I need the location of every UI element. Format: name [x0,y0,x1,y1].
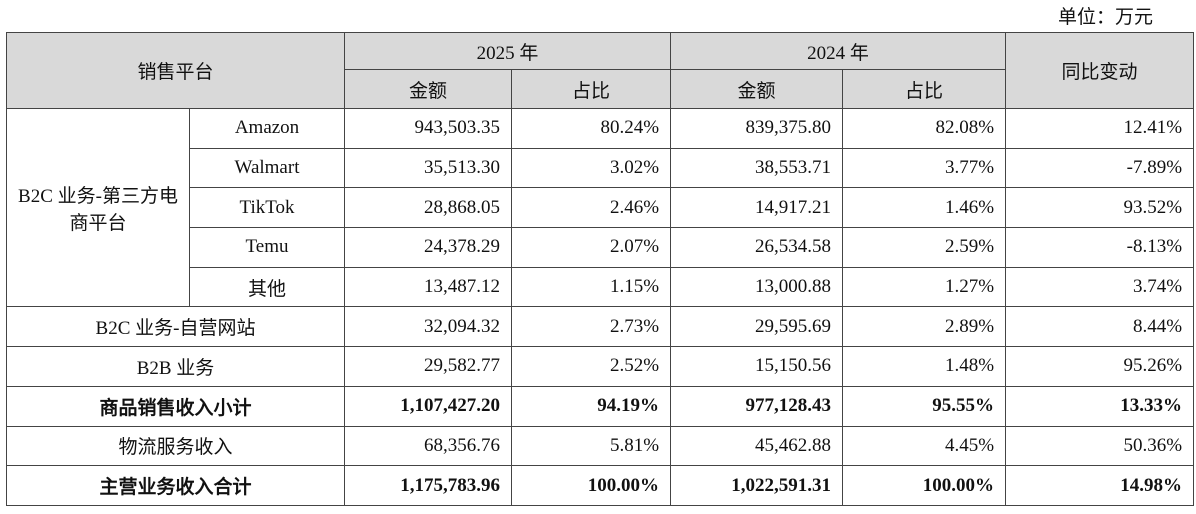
share-2025: 3.02% [511,147,672,189]
subtotal-row: 商品销售收入小计 1,107,427.20 94.19% 977,128.43 … [5,385,1195,427]
amount-2025: 28,868.05 [344,187,513,229]
amount-2025: 68,356.76 [344,425,513,467]
amount-2024: 977,128.43 [670,385,844,427]
yoy-change: 14.98% [1005,465,1195,506]
subtotal-label: 商品销售收入小计 [5,385,346,427]
amount-2025: 32,094.32 [344,306,513,348]
total-row: 主营业务收入合计 1,175,783.96 100.00% 1,022,591.… [5,465,1195,506]
yoy-change: -7.89% [1005,147,1195,189]
amount-2025: 943,503.35 [344,108,513,149]
amount-2024: 38,553.71 [670,147,844,189]
platform-name: TikTok [188,187,346,229]
table-row: B2C 业务-自营网站 32,094.32 2.73% 29,595.69 2.… [5,306,1195,348]
share-2025: 2.07% [511,227,672,268]
share-2024: 1.46% [842,187,1007,229]
share-2024: 1.48% [842,346,1007,387]
share-2025: 5.81% [511,425,672,467]
amount-2024: 14,917.21 [670,187,844,229]
amount-2025: 29,582.77 [344,346,513,387]
share-2025: 2.52% [511,346,672,387]
amount-2024: 29,595.69 [670,306,844,348]
table-row: Temu 24,378.29 2.07% 26,534.58 2.59% -8.… [7,227,1195,268]
platform-name: 物流服务收入 [5,425,346,467]
share-2025: 94.19% [511,385,672,427]
header-year-2025: 2025 年 [344,32,672,70]
header-amount-2025: 金额 [344,69,513,109]
platform-name: B2C 业务-自营网站 [5,306,346,348]
platform-name: Amazon [188,108,346,149]
table-row: B2C 业务-第三方电商平台 Amazon 943,503.35 80.24% … [6,107,1195,308]
amount-2025: 1,107,427.20 [344,385,513,427]
share-2025: 2.46% [511,187,672,229]
amount-2025: 1,175,783.96 [344,465,513,506]
share-2024: 1.27% [842,266,1007,308]
revenue-by-platform-table: 销售平台 2025 年 2024 年 同比变动 金额 占比 金额 占比 B2C … [5,32,1195,506]
yoy-change: -8.13% [1005,227,1195,268]
amount-2025: 35,513.30 [344,147,513,189]
amount-2024: 13,000.88 [670,266,844,308]
yoy-change: 93.52% [1005,187,1195,229]
platform-name: 其他 [188,266,346,308]
yoy-change: 12.41% [1005,108,1195,149]
header-share-2025: 占比 [511,69,672,109]
platform-name: Temu [188,227,346,268]
header-platform: 销售平台 [5,32,346,109]
header-share-2024: 占比 [842,69,1007,109]
amount-2024: 26,534.58 [670,227,844,268]
yoy-change: 13.33% [1005,385,1195,427]
unit-label: 单位：万元 [1057,7,1153,28]
amount-2025: 13,487.12 [344,266,513,308]
yoy-change: 3.74% [1005,266,1195,308]
share-2025: 100.00% [511,465,672,506]
group-b2c-third-party: B2C 业务-第三方电商平台 [6,107,190,308]
header-amount-2024: 金额 [670,69,844,109]
amount-2024: 1,022,591.31 [670,465,844,506]
table-row: 其他 13,487.12 1.15% 13,000.88 1.27% 3.74% [7,266,1195,308]
platform-name: B2B 业务 [5,346,346,387]
amount-2024: 45,462.88 [670,425,844,467]
table-row: 物流服务收入 68,356.76 5.81% 45,462.88 4.45% 5… [5,425,1195,467]
share-2024: 2.89% [842,306,1007,348]
header-year-2024: 2024 年 [670,32,1007,70]
amount-2025: 24,378.29 [344,227,513,268]
share-2025: 80.24% [511,108,672,149]
header-yoy-change: 同比变动 [1005,32,1195,109]
share-2024: 100.00% [842,465,1007,506]
share-2025: 1.15% [511,266,672,308]
share-2024: 3.77% [842,147,1007,189]
table-row: B2B 业务 29,582.77 2.52% 15,150.56 1.48% 9… [5,346,1195,387]
share-2024: 2.59% [842,227,1007,268]
yoy-change: 50.36% [1005,425,1195,467]
share-2024: 82.08% [842,108,1007,149]
platform-name: Walmart [188,147,346,189]
amount-2024: 839,375.80 [670,108,844,149]
table-row: TikTok 28,868.05 2.46% 14,917.21 1.46% 9… [7,187,1195,229]
yoy-change: 95.26% [1005,346,1195,387]
share-2025: 2.73% [511,306,672,348]
amount-2024: 15,150.56 [670,346,844,387]
yoy-change: 8.44% [1005,306,1195,348]
share-2024: 95.55% [842,385,1007,427]
total-label: 主营业务收入合计 [5,465,346,506]
share-2024: 4.45% [842,425,1007,467]
table-row: Walmart 35,513.30 3.02% 38,553.71 3.77% … [7,147,1195,189]
